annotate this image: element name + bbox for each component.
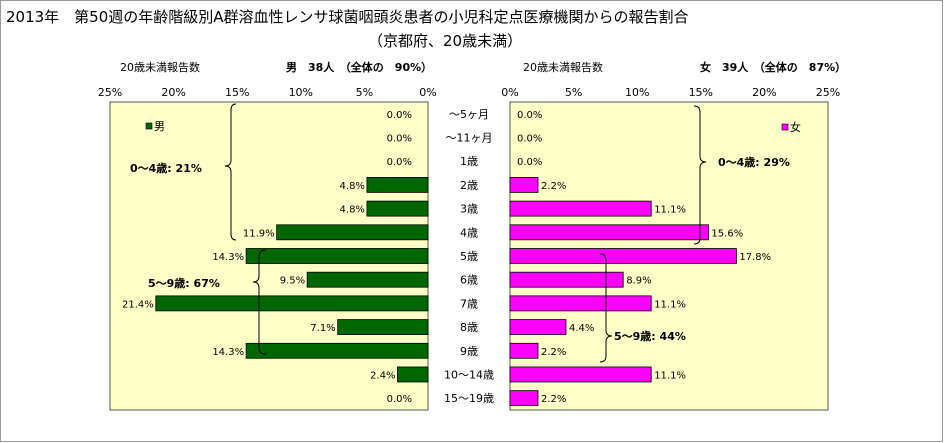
category-label: 8歳 <box>460 321 478 334</box>
male-bar <box>306 271 429 288</box>
female-bar <box>509 271 624 288</box>
female-legend-label: 女 <box>790 120 801 134</box>
female-header-info: 女 39人 （全体の 87%） <box>700 60 846 74</box>
male-x-tick-label: 15% <box>225 86 249 99</box>
chart-subtitle: （京都府、20歳未満） <box>368 32 522 50</box>
female-data-label: 11.1% <box>654 299 686 310</box>
category-label: 6歳 <box>460 274 478 287</box>
male-x-tick-label: 5% <box>356 86 373 99</box>
male-bar <box>366 177 429 193</box>
male-annotation-0-4: 0～4歳: 21% <box>130 161 202 175</box>
female-data-label: 11.1% <box>654 205 686 216</box>
male-data-label: 0.0% <box>387 394 412 405</box>
female-data-label: 8.9% <box>626 276 651 287</box>
male-x-tick-label: 10% <box>289 86 313 99</box>
female-bar <box>509 390 539 407</box>
female-data-label: 2.2% <box>541 347 566 358</box>
male-bar <box>366 200 429 217</box>
female-data-label: 2.2% <box>541 394 566 405</box>
male-header-label: 20歳未満報告数 <box>120 61 200 74</box>
male-legend-swatch <box>145 122 153 130</box>
female-bar <box>509 177 539 193</box>
male-data-label: 11.9% <box>243 228 275 239</box>
male-bar <box>245 248 429 264</box>
category-label: ～5ヶ月 <box>449 108 489 121</box>
male-data-label: 7.1% <box>310 323 335 334</box>
male-x-axis: 25% 20% 15% 10% 5% 0% <box>98 86 437 99</box>
female-legend-swatch <box>781 123 789 131</box>
category-label: 10～14歳 <box>444 368 494 381</box>
female-x-tick-label: 20% <box>752 86 776 99</box>
male-brace-5-9 <box>252 249 267 355</box>
chart-title: 2013年 第50週の年齢階級別A群溶血性レンサ球菌咽頭炎患者の小児科定点医療機… <box>6 8 689 26</box>
category-label: 5歳 <box>460 250 478 263</box>
category-label: 3歳 <box>460 203 478 216</box>
male-x-tick-label: 0% <box>419 86 436 99</box>
male-annotation-5-9: 5～9歳: 67% <box>148 276 220 290</box>
male-x-tick-label: 20% <box>161 86 185 99</box>
male-data-label: 4.8% <box>340 205 365 216</box>
male-bar <box>397 366 429 383</box>
female-annotation-0-4: 0～4歳: 29% <box>718 155 790 169</box>
male-brace-0-4 <box>224 103 237 241</box>
male-bar <box>245 342 429 359</box>
female-x-tick-label: 0% <box>501 86 518 99</box>
female-x-axis: 0% 5% 10% 15% 20% 25% <box>501 86 840 99</box>
female-x-tick-label: 10% <box>625 86 649 99</box>
male-data-label: 0.0% <box>387 157 412 168</box>
female-bar <box>509 366 652 383</box>
female-annotation-5-9: 5～9歳: 44% <box>614 329 686 343</box>
category-label: 4歳 <box>460 226 478 239</box>
female-data-label: 15.6% <box>711 228 743 239</box>
category-label: 2歳 <box>460 179 478 192</box>
female-bar <box>509 319 567 335</box>
female-bar <box>509 342 539 359</box>
male-x-tick-label: 25% <box>98 86 122 99</box>
female-bar <box>509 200 652 217</box>
female-data-label: 11.1% <box>654 370 686 381</box>
male-header-info: 男 38人 （全体の 90%） <box>286 60 432 74</box>
male-bar <box>276 224 429 241</box>
male-data-label: 14.3% <box>212 252 244 263</box>
female-data-label: 2.2% <box>541 181 566 192</box>
female-data-label: 4.4% <box>569 323 594 334</box>
male-data-label: 2.4% <box>370 370 395 381</box>
female-data-label: 0.0% <box>517 157 542 168</box>
male-data-label: 9.5% <box>280 276 305 287</box>
category-labels: ～5ヶ月 ～11ヶ月 1歳 2歳 3歳 4歳 5歳 6歳 7歳 8歳 9歳 10～14歳 15～19歳 <box>444 108 494 405</box>
male-data-label: 21.4% <box>122 299 154 310</box>
female-bar <box>509 248 737 264</box>
female-bar <box>509 295 652 312</box>
male-data-label: 4.8% <box>340 181 365 192</box>
category-label: 7歳 <box>460 297 478 310</box>
female-bar <box>509 224 709 241</box>
female-x-tick-label: 15% <box>689 86 713 99</box>
female-series: 0.0% 0.0% 0.0% 2.2% 11.1% 15.6% 17.8% 8.9% 11.1%… <box>509 110 771 407</box>
female-x-tick-label: 5% <box>565 86 582 99</box>
female-brace-5-9 <box>599 253 613 363</box>
category-label: 9歳 <box>460 345 478 358</box>
female-x-tick-label: 25% <box>816 86 840 99</box>
male-data-label: 0.0% <box>387 110 412 121</box>
category-label: 15～19歳 <box>444 392 494 405</box>
male-data-label: 0.0% <box>387 134 412 145</box>
category-label: ～11ヶ月 <box>446 132 493 145</box>
male-bar <box>155 295 429 312</box>
female-data-label: 0.0% <box>517 110 542 121</box>
female-header-label: 20歳未満報告数 <box>523 61 603 74</box>
male-series: 0.0% 0.0% 0.0% 4.8% 4.8% 11.9% 14.3% 9.5% 21.4% 7… <box>122 110 429 405</box>
female-data-label: 17.8% <box>739 252 771 263</box>
male-data-label: 14.3% <box>212 347 244 358</box>
male-legend-label: 男 <box>154 120 165 133</box>
male-bar <box>337 319 429 335</box>
female-data-label: 0.0% <box>517 134 542 145</box>
female-brace-0-4 <box>693 105 707 245</box>
category-label: 1歳 <box>460 155 478 168</box>
